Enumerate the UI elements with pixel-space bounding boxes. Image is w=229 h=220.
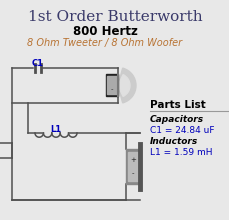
Text: 8 Ohm Tweeter / 8 Ohm Woofer: 8 Ohm Tweeter / 8 Ohm Woofer	[27, 38, 182, 48]
Text: 800 Hertz: 800 Hertz	[72, 25, 137, 38]
Text: C1 = 24.84 uF: C1 = 24.84 uF	[149, 126, 214, 135]
Text: Inductors: Inductors	[149, 137, 197, 146]
Text: Parts List: Parts List	[149, 100, 205, 110]
Text: L1 = 1.59 mH: L1 = 1.59 mH	[149, 148, 212, 157]
Text: L1: L1	[50, 125, 61, 134]
Text: C1: C1	[32, 59, 44, 68]
Wedge shape	[117, 75, 129, 96]
Bar	[106, 77, 117, 95]
Wedge shape	[117, 68, 135, 103]
Text: Capacitors: Capacitors	[149, 115, 203, 124]
Text: -: -	[110, 86, 113, 92]
Bar	[125, 149, 139, 184]
Text: 1st Order Butterworth: 1st Order Butterworth	[27, 10, 202, 24]
Text: +: +	[129, 158, 135, 163]
Bar	[106, 75, 117, 97]
Bar	[128, 152, 137, 181]
Text: -: -	[131, 170, 134, 176]
